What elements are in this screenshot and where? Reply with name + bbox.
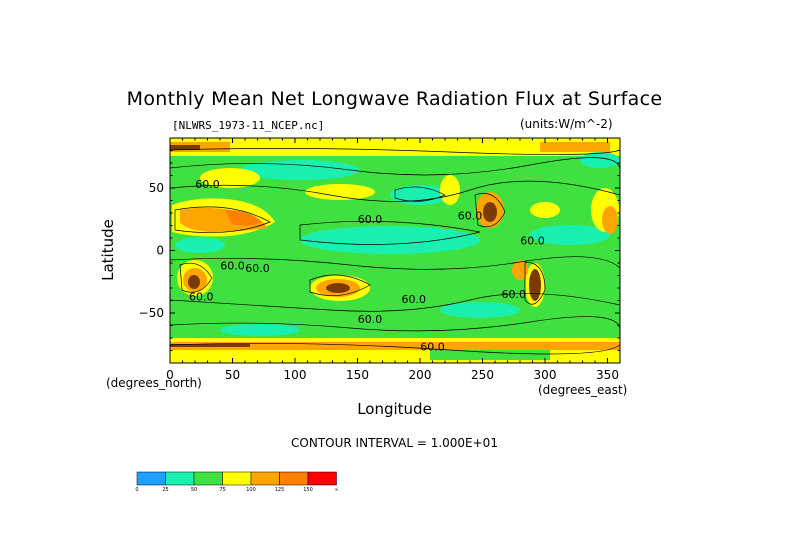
colorbar-swatch — [250, 471, 280, 486]
colorbar-swatch — [222, 471, 252, 486]
field-sahara-darkorange — [225, 210, 262, 226]
contour-label: 60.0 — [420, 341, 445, 354]
contour-line — [170, 256, 620, 270]
contour-labels: 60.060.0 60.060.060.0 60.060.0 60.0 60.060.0… — [189, 178, 545, 354]
contour-line — [170, 148, 620, 155]
contour-label: 60.0 — [220, 259, 245, 272]
colorbar-swatch — [165, 471, 195, 486]
field-arctic-orange-2 — [540, 142, 610, 152]
field-teal-africa — [175, 237, 225, 253]
x-tick-label: 0 — [166, 368, 174, 382]
field-samerica-orange — [512, 260, 528, 280]
contour-line — [299, 220, 481, 245]
x-tick-label: 300 — [534, 368, 557, 382]
contour-label: 60.0 — [402, 293, 427, 306]
colorbar-label: 150 — [303, 487, 313, 493]
contour-label: 60.0 — [245, 262, 270, 275]
y-ticks: 50 0 −50 — [139, 150, 620, 351]
y-tick-label: 50 — [149, 181, 164, 195]
contour-label: 60.0 — [358, 213, 383, 226]
field-arctic-dark — [170, 145, 200, 150]
colorbar-swatch — [307, 471, 337, 486]
x-tick-label: 250 — [471, 368, 494, 382]
file-label: [NLWRS_1973-11_NCEP.nc] — [172, 119, 325, 132]
field-greenland-yellow — [530, 202, 560, 218]
colorbar-label: 0 — [135, 487, 138, 493]
field-teal-europe — [580, 152, 620, 168]
contour-line — [170, 180, 620, 202]
contour-line — [394, 186, 446, 202]
heatmap-field: 60.060.0 60.060.060.0 60.060.0 60.0 60.060.0… — [170, 138, 620, 363]
x-units-right: (degrees_east) — [538, 383, 628, 397]
contour-label: 60.0 — [195, 178, 220, 191]
contour-line — [170, 316, 620, 332]
chart-title: Monthly Mean Net Longwave Radiation Flux… — [126, 88, 663, 110]
field-namerica-yellow — [440, 175, 460, 205]
colorbar-label: 50 — [191, 487, 197, 493]
contour-line — [474, 193, 506, 228]
x-tick-label: 150 — [346, 368, 369, 382]
field-antarctic-orange — [170, 342, 620, 350]
x-tick-label: 200 — [409, 368, 432, 382]
field-samerica-dark — [529, 269, 541, 301]
contour-line — [174, 206, 271, 233]
colorbar: 0 25 50 75 100 125 150 ∞ — [135, 471, 339, 493]
contour-label: 60.0 — [520, 234, 545, 247]
colorbar-label: 125 — [275, 487, 285, 493]
x-axis-label-text: Longitude — [357, 400, 432, 418]
contour-line — [179, 262, 213, 293]
contour-lines — [170, 148, 620, 355]
units-label: (units:W/m^-2) — [520, 117, 613, 131]
y-tick-label: −50 — [139, 306, 164, 320]
field-teal-southpacific — [440, 302, 520, 318]
x-tick-label: 100 — [284, 368, 307, 382]
colorbar-label: 100 — [246, 487, 256, 493]
contour-line — [170, 342, 620, 355]
y-tick-label: 0 — [156, 244, 164, 258]
contour-line — [524, 261, 546, 305]
field-arctic-band — [170, 138, 620, 156]
field-teal-southindian — [220, 324, 300, 336]
field-antarctic-green — [430, 350, 550, 360]
contour-label: 60.0 — [502, 288, 527, 301]
field-teal-asia — [240, 160, 360, 180]
field-australia-dark — [326, 283, 350, 293]
field-antarctic-band — [170, 338, 620, 363]
field-safrica-dark — [188, 275, 200, 289]
colorbar-label: 75 — [219, 487, 225, 493]
field-tibet-yellow — [305, 184, 375, 200]
field-antarctic-dark — [170, 344, 250, 347]
colorbar-label: ∞ — [334, 487, 338, 493]
field-namerica-dark — [483, 202, 497, 222]
field-europe-orange — [602, 206, 618, 234]
field-teal-equator — [300, 226, 480, 254]
field-teal-atlantic — [530, 225, 610, 245]
contour-interval: CONTOUR INTERVAL = 1.000E+01 — [291, 436, 498, 450]
contour-label: 60.0 — [458, 209, 483, 222]
contour-line — [170, 293, 620, 312]
colorbar-swatch — [193, 471, 223, 486]
x-tick-label: 50 — [225, 368, 240, 382]
contour-line — [309, 274, 371, 297]
x-axis-label: Longitude — [0, 400, 789, 418]
contour-label: 60.0 — [189, 291, 214, 304]
field-asia-yellow — [200, 168, 260, 188]
x-ticks: 0 50 100 150 200 250 300 350 — [166, 138, 619, 382]
contour-line — [170, 157, 620, 176]
colorbar-label: 25 — [162, 487, 168, 493]
colorbar-swatch — [136, 471, 166, 486]
x-units-left: (degrees_north) — [106, 376, 202, 390]
colorbar-swatch — [279, 471, 309, 486]
field-teal-npacific — [390, 185, 450, 205]
x-tick-label: 350 — [596, 368, 619, 382]
contour-label: 60.0 — [358, 313, 383, 326]
